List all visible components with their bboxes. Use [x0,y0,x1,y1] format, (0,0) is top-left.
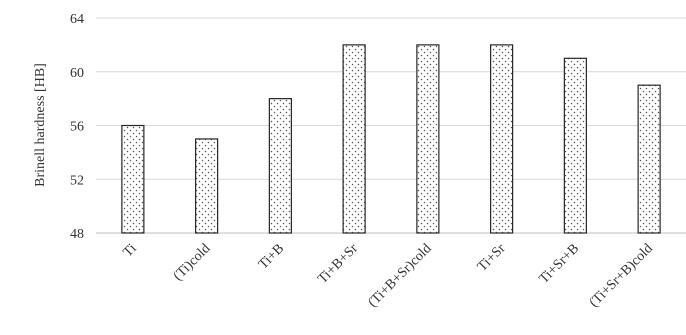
gridlines [96,17,686,234]
y-axis-ticks: 48 52 56 60 64 [70,12,84,242]
bar-4 [416,44,440,234]
bar-3 [342,44,366,234]
y-tick-label: 64 [70,12,84,27]
bar-1 [195,138,219,234]
x-axis-ticks: Ti (Ti)cold Ti+B Ti+B+Sr (Ti+B+Sr)cold Ti+Sr T… [121,241,656,311]
bar-2 [268,98,292,234]
x-tick-label: (Ti+B+Sr)cold [365,241,434,310]
bar-5 [490,44,514,234]
x-tick-label: (Ti)cold [171,241,214,284]
x-tick-label: Ti+Sr [475,241,509,275]
y-tick-label: 52 [70,173,84,188]
bar-6 [563,57,587,234]
bar-7 [637,84,661,234]
y-axis-label: Brinell hardness [HB] [33,63,48,187]
y-tick-label: 56 [70,120,84,135]
y-tick-label: 60 [70,66,84,81]
y-tick-label: 48 [70,227,84,242]
x-tick-label: (Ti+Sr+B)cold [587,241,656,310]
bar-0 [121,124,145,234]
x-tick-label: Ti+B [256,241,287,272]
x-tick-label: Ti+Sr+B [537,241,583,287]
x-tick-label: Ti [121,241,140,260]
x-tick-label: Ti+B+Sr [315,241,361,287]
bars [121,44,661,234]
